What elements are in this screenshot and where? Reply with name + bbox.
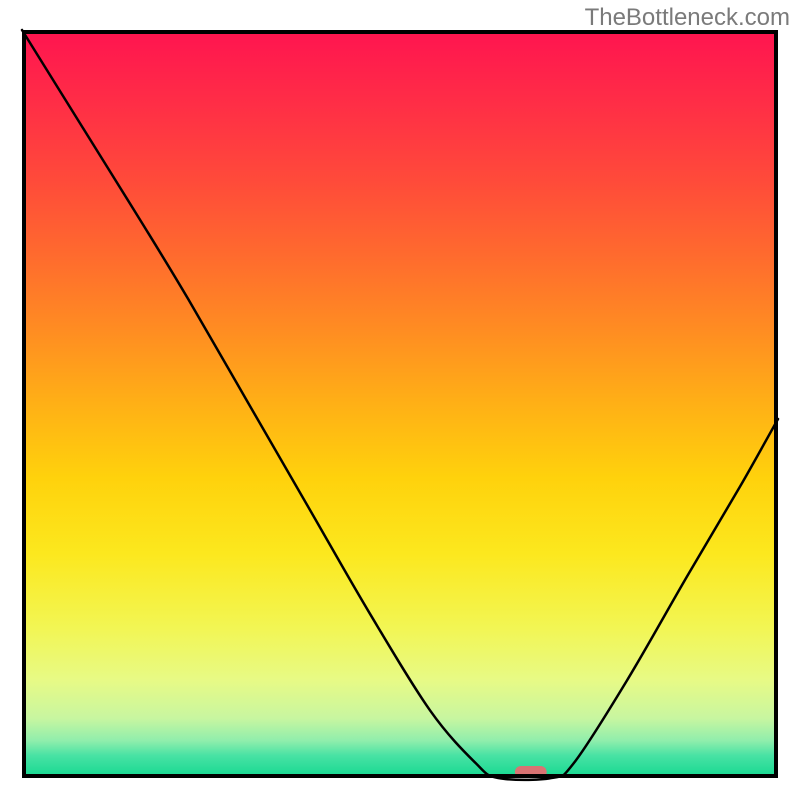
chart-frame — [22, 30, 778, 778]
chart-container: TheBottleneck.com — [0, 0, 800, 800]
watermark-text: TheBottleneck.com — [585, 4, 790, 32]
